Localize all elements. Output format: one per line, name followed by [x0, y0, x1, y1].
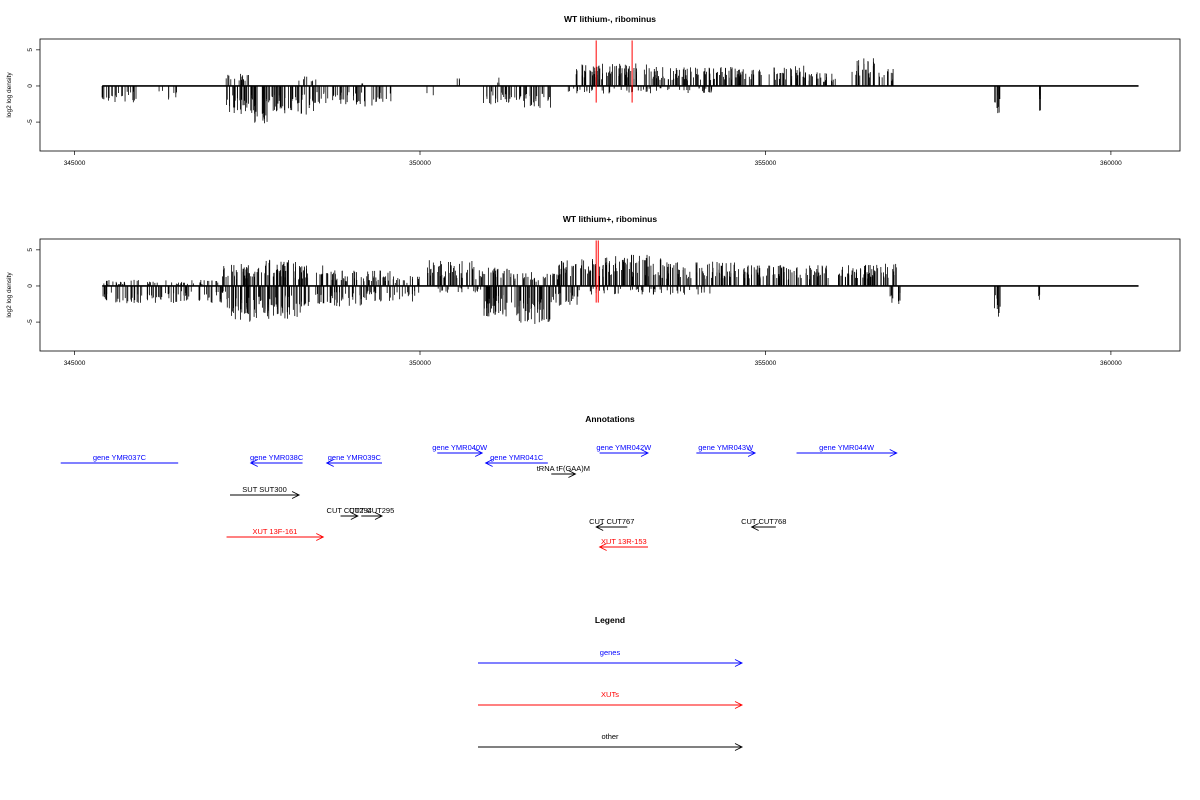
arrowhead-right-icon — [734, 701, 744, 709]
feature-label: CUT CUT294 — [327, 506, 372, 515]
y-axis: 5 0 -5 — [27, 248, 40, 325]
feature-label: gene YMR038C — [250, 453, 304, 462]
arrowhead-right-icon — [374, 512, 384, 520]
plot-frame — [39, 238, 1181, 352]
annotation-feature: CUT CUT767 — [589, 517, 634, 531]
y-tick-label: -5 — [27, 319, 34, 325]
feature-label: gene YMR042W — [596, 443, 652, 452]
feature-label: SUT SUT300 — [242, 485, 286, 494]
plot-frame — [39, 38, 1181, 152]
x-tick-label: 350000 — [409, 160, 431, 167]
arrowhead-left-icon — [750, 523, 759, 531]
arrowhead-left-icon — [249, 459, 258, 467]
annotation-feature: gene YMR043W — [696, 443, 757, 457]
arrowhead-right-icon — [350, 512, 359, 520]
annotation-feature: XUT 13F-161 — [226, 527, 325, 541]
feature-label: XUT 13R-153 — [601, 537, 647, 546]
x-tick-label: 355000 — [755, 360, 777, 367]
x-axis: 345000 350000 355000 360000 — [64, 351, 1122, 367]
annotation-feature: gene YMR042W — [596, 443, 652, 457]
annotation-feature: gene YMR039C — [325, 453, 382, 467]
arrowhead-right-icon — [568, 470, 577, 478]
x-tick-label: 360000 — [1100, 160, 1122, 167]
annotation-feature: CUT CUT294 — [327, 506, 372, 520]
feature-label: gene YMR041C — [490, 453, 544, 462]
arrowhead-right-icon — [474, 449, 484, 457]
y-axis: 5 0 -5 — [27, 48, 40, 125]
annotations-track: Annotations gene YMR037C gene YMR038C gene… — [60, 414, 898, 551]
y-tick-label: 5 — [27, 48, 34, 52]
y-tick-label: -5 — [27, 119, 34, 125]
annotation-feature: gene YMR041C — [484, 453, 548, 467]
arrowhead-right-icon — [889, 449, 898, 457]
legend: Legend genes XUTs other — [478, 615, 744, 751]
legend-entry: XUTs — [478, 690, 744, 709]
arrowhead-left-icon — [598, 543, 607, 551]
arrowhead-left-icon — [595, 523, 604, 531]
x-tick-label: 360000 — [1100, 360, 1122, 367]
x-axis: 345000 350000 355000 360000 — [64, 151, 1122, 167]
legend-label: genes — [600, 648, 621, 657]
feature-label: CUT CUT768 — [741, 517, 786, 526]
arrowhead-right-icon — [291, 491, 301, 499]
density-bars — [101, 40, 1139, 124]
y-axis-label: log2 log density — [6, 272, 13, 318]
feature-label: tRNA tF(GAA)M — [537, 464, 590, 473]
annotation-feature: gene YMR037C — [60, 453, 179, 464]
arrowhead-right-icon — [640, 449, 650, 457]
x-tick-label: 345000 — [64, 160, 86, 167]
annotation-feature: SUT SUT300 — [230, 485, 301, 499]
legend-label: XUTs — [601, 690, 619, 699]
panel-title: WT lithium+, ribominus — [563, 214, 657, 224]
arrowhead-right-icon — [734, 659, 744, 667]
legend-title: Legend — [595, 615, 625, 625]
arrowhead-left-icon — [484, 459, 493, 467]
density-panel-lithium-minus: WT lithium-, ribominus 5 0 -5 345000 350000… — [6, 14, 1181, 167]
arrowhead-right-icon — [316, 533, 325, 541]
feature-label: gene YMR037C — [93, 453, 147, 462]
annotation-feature: gene YMR038C — [249, 453, 304, 467]
y-axis-label: log2 log density — [6, 72, 13, 118]
density-bars — [102, 240, 1139, 324]
feature-label: gene YMR039C — [328, 453, 382, 462]
annotation-feature: gene YMR040W — [432, 443, 488, 457]
x-tick-label: 350000 — [409, 360, 431, 367]
annotation-feature: CUT CUT295 — [349, 506, 394, 520]
legend-entries: genes XUTs other — [478, 648, 744, 751]
y-tick-label: 0 — [27, 84, 34, 88]
arrowhead-right-icon — [747, 449, 757, 457]
feature-label: CUT CUT767 — [589, 517, 634, 526]
annotation-features: gene YMR037C gene YMR038C gene YMR039C gene… — [60, 443, 898, 551]
annotation-feature: gene YMR044W — [796, 443, 898, 457]
density-panel-lithium-plus: WT lithium+, ribominus 5 0 -5 345000 350000… — [6, 214, 1181, 367]
arrowhead-right-icon — [734, 743, 744, 751]
legend-entry: genes — [478, 648, 744, 667]
x-tick-label: 355000 — [755, 160, 777, 167]
feature-label: gene YMR044W — [819, 443, 875, 452]
feature-label: gene YMR040W — [432, 443, 488, 452]
legend-entry: other — [478, 732, 744, 751]
annotation-feature: tRNA tF(GAA)M — [537, 464, 590, 478]
feature-label: CUT CUT295 — [349, 506, 394, 515]
legend-label: other — [601, 732, 619, 741]
y-tick-label: 5 — [27, 248, 34, 252]
annotation-feature: XUT 13R-153 — [598, 537, 648, 551]
panel-title: WT lithium-, ribominus — [564, 14, 656, 24]
feature-label: XUT 13F-161 — [252, 527, 297, 536]
annotations-title: Annotations — [585, 414, 635, 424]
y-tick-label: 0 — [27, 284, 34, 288]
annotation-feature: CUT CUT768 — [741, 517, 786, 531]
feature-label: gene YMR043W — [698, 443, 754, 452]
x-tick-label: 345000 — [64, 360, 86, 367]
arrowhead-left-icon — [325, 459, 334, 467]
